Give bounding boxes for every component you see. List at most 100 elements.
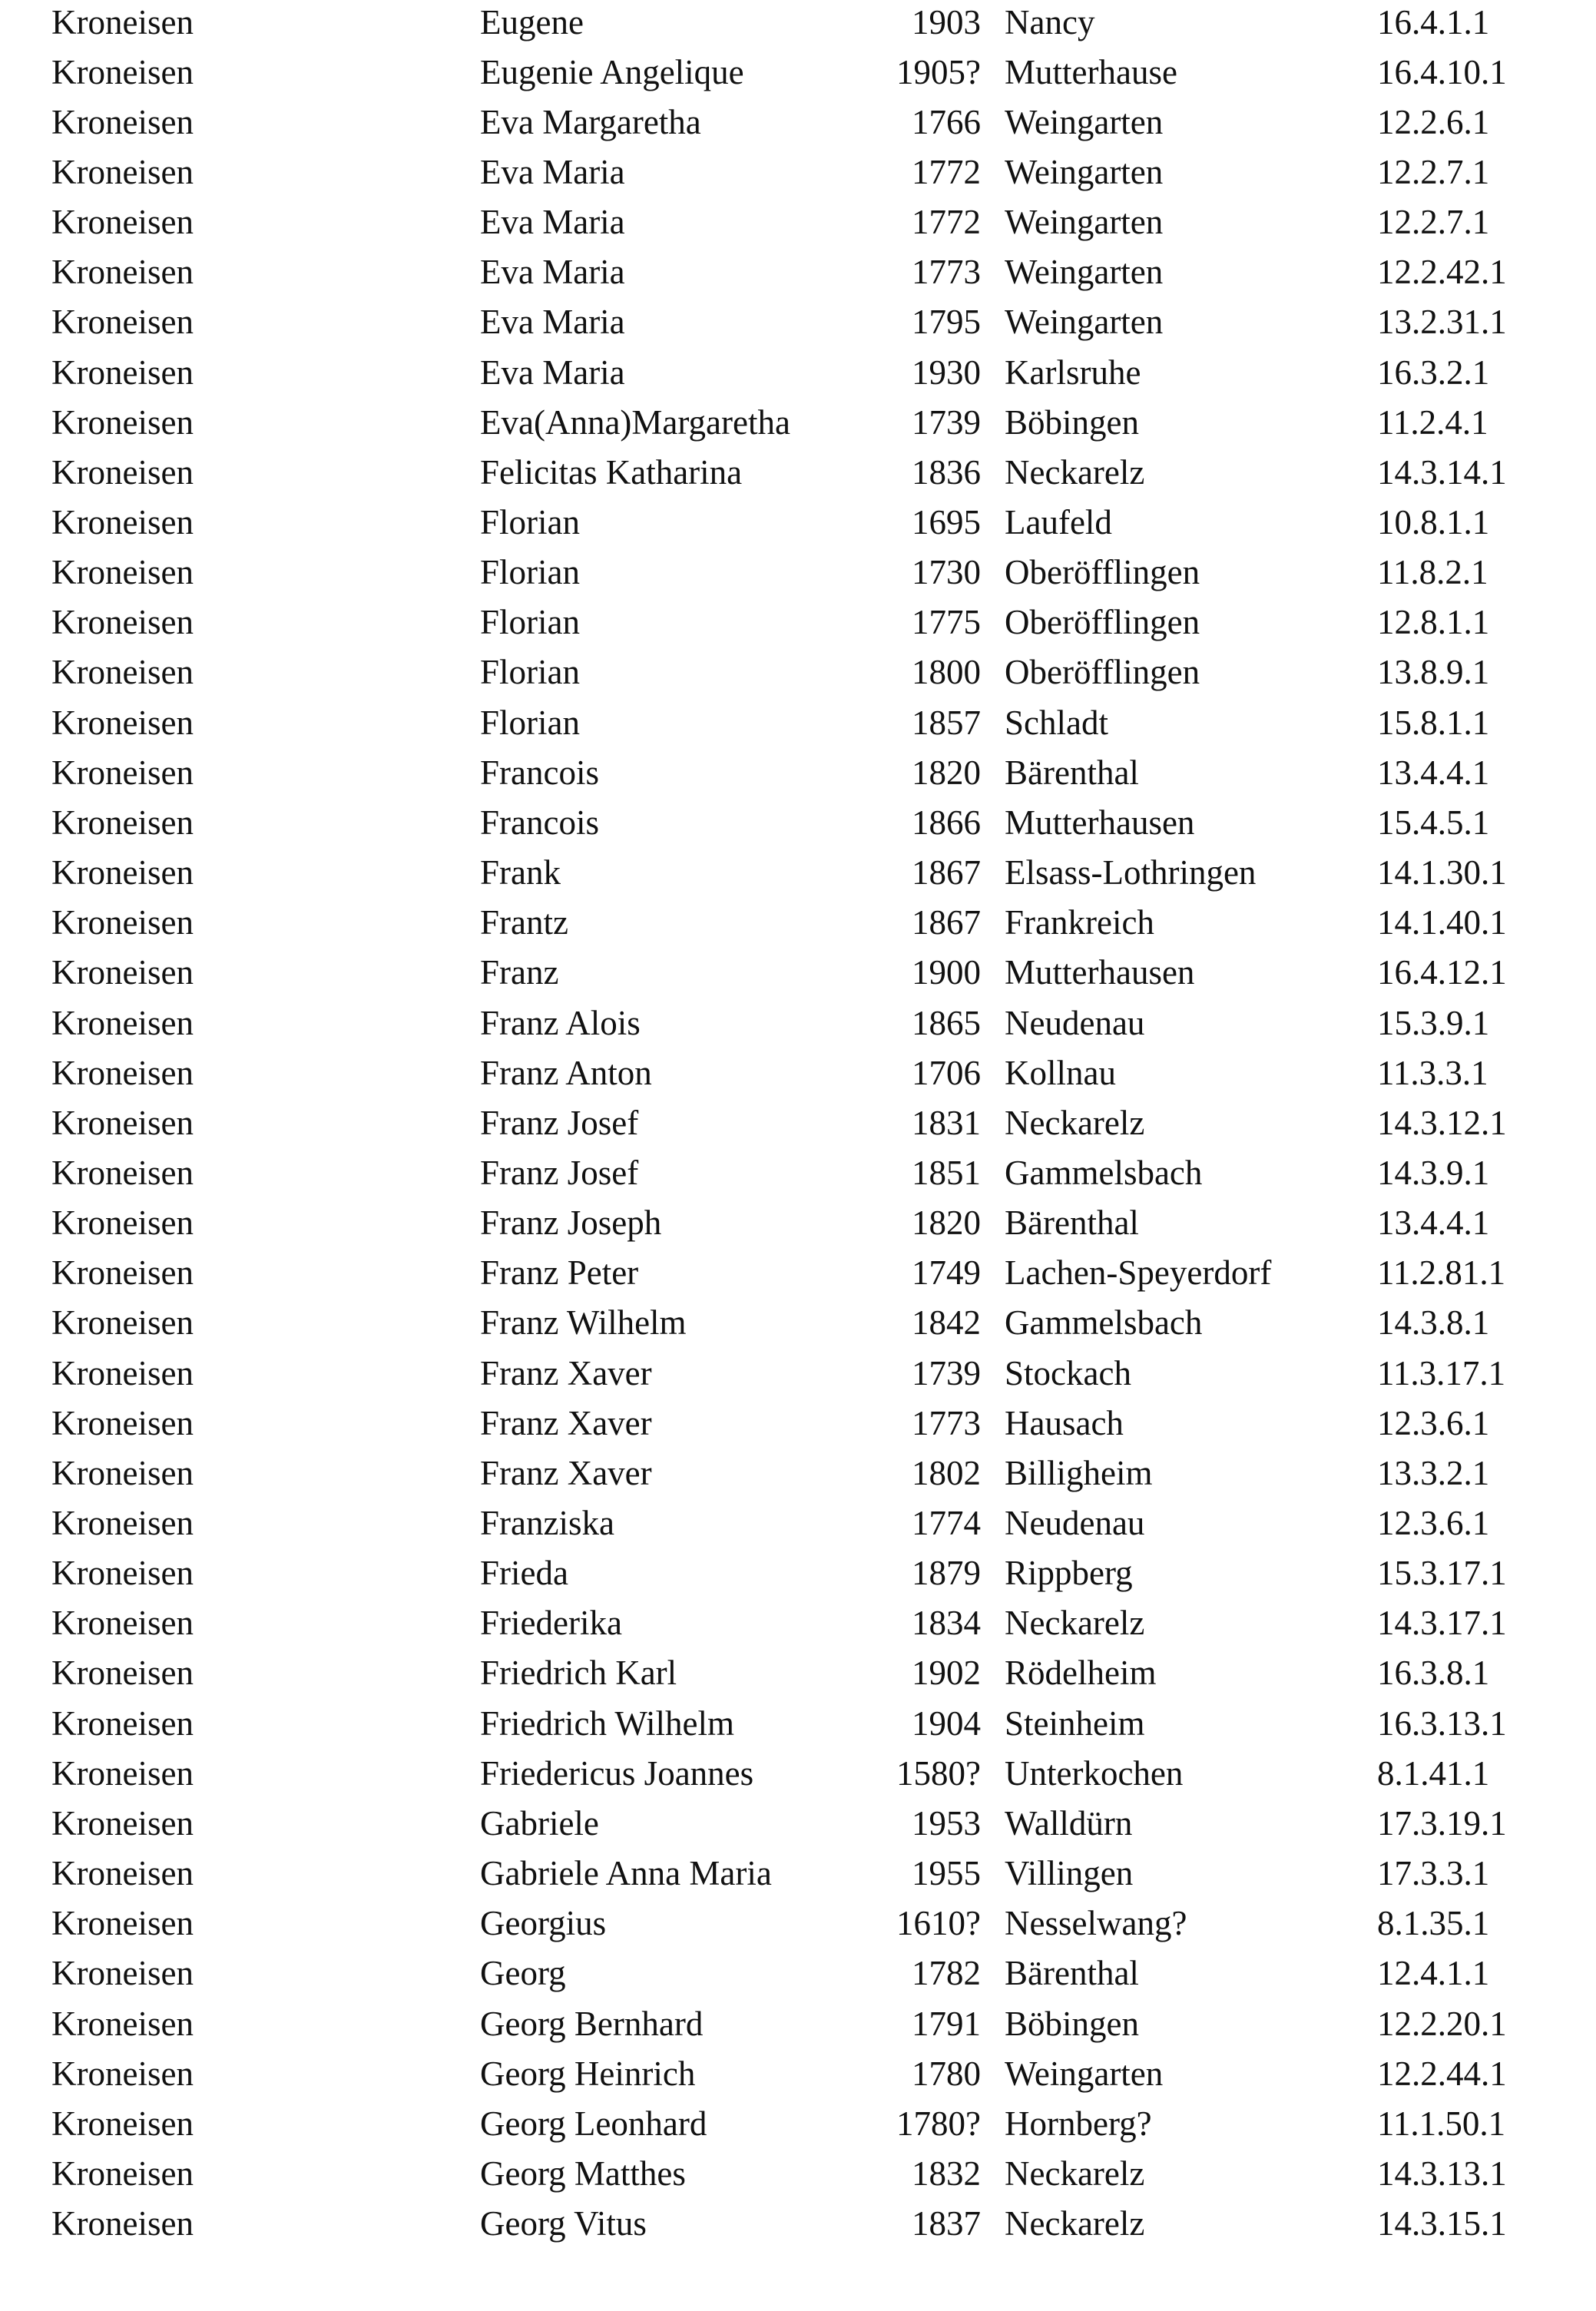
code-cell: 8.1.35.1	[1377, 1904, 1490, 1943]
given-name-cell: Florian	[480, 703, 580, 742]
code-cell: 16.3.8.1	[1377, 1654, 1490, 1693]
surname-cell: Kroneisen	[51, 1904, 194, 1943]
list-row: Kroneisen Florian 1775 Oberöfflingen 12.8.1.…	[0, 598, 1596, 647]
list-row: Kroneisen Eva Maria 1772 Weingarten 12.2.7.1	[0, 197, 1596, 247]
year-cell: 1773	[912, 253, 981, 292]
year-cell: 1953	[912, 1803, 981, 1843]
place-cell: Oberöfflingen	[1005, 603, 1200, 642]
list-row: Kroneisen Frantz 1867 Frankreich 14.1.40.1	[0, 898, 1596, 948]
list-row: Kroneisen Georg Matthes 1832 Neckarelz 14.3.…	[0, 2149, 1596, 2199]
given-name-cell: Florian	[480, 503, 580, 541]
year-cell: 1832	[912, 2154, 981, 2193]
code-cell: 16.4.1.1	[1377, 2, 1490, 41]
list-row: Kroneisen Eva Maria 1795 Weingarten 13.2.31.…	[0, 297, 1596, 347]
given-name-cell: Francois	[480, 803, 599, 842]
code-cell: 12.4.1.1	[1377, 1954, 1490, 1993]
surname-cell: Kroneisen	[51, 2104, 194, 2143]
list-row: Kroneisen Frank 1867 Elsass-Lothringen 14.1.…	[0, 848, 1596, 898]
place-cell: Mutterhause	[1005, 52, 1177, 91]
code-cell: 14.1.30.1	[1377, 853, 1507, 892]
code-cell: 11.3.17.1	[1377, 1353, 1506, 1392]
given-name-cell: Georg Vitus	[480, 2204, 647, 2243]
surname-cell: Kroneisen	[51, 152, 194, 191]
place-cell: Karlsruhe	[1005, 353, 1141, 392]
given-name-cell: Friedrich Karl	[480, 1654, 677, 1693]
year-cell: 1867	[912, 903, 981, 942]
given-name-cell: Franz Alois	[480, 1003, 641, 1042]
place-cell: Weingarten	[1005, 2054, 1164, 2093]
place-cell: Neckarelz	[1005, 1103, 1145, 1142]
surname-cell: Kroneisen	[51, 402, 194, 442]
list-row: Kroneisen Gabriele 1953 Walldürn 17.3.19.1	[0, 1799, 1596, 1849]
surname-cell: Kroneisen	[51, 2, 194, 41]
year-cell: 1772	[912, 203, 981, 242]
given-name-cell: Francois	[480, 753, 599, 792]
code-cell: 13.8.9.1	[1377, 653, 1490, 692]
code-cell: 16.3.13.1	[1377, 1703, 1507, 1743]
place-cell: Weingarten	[1005, 203, 1164, 242]
surname-cell: Kroneisen	[51, 1604, 194, 1643]
surname-cell: Kroneisen	[51, 203, 194, 242]
surname-cell: Kroneisen	[51, 1103, 194, 1142]
given-name-cell: Eva Maria	[480, 253, 625, 292]
code-cell: 14.3.8.1	[1377, 1303, 1490, 1343]
given-name-cell: Franz Joseph	[480, 1204, 662, 1243]
code-cell: 11.1.50.1	[1377, 2104, 1506, 2143]
list-row: Kroneisen Friedrich Karl 1902 Rödelheim 16.3…	[0, 1648, 1596, 1698]
code-cell: 12.2.7.1	[1377, 203, 1490, 242]
code-cell: 15.4.5.1	[1377, 803, 1490, 842]
place-cell: Steinheim	[1005, 1703, 1145, 1743]
place-cell: Neudenau	[1005, 1003, 1145, 1042]
place-cell: Lachen-Speyerdorf	[1005, 1253, 1272, 1293]
year-cell: 1780	[912, 2054, 981, 2093]
year-cell: 1800	[912, 653, 981, 692]
list-row: Kroneisen Eva(Anna)Margaretha 1739 Böbingen…	[0, 398, 1596, 448]
list-row: Kroneisen Friedericus Joannes 1580? Unterko…	[0, 1749, 1596, 1799]
year-cell: 1739	[912, 402, 981, 442]
list-row: Kroneisen Georg Vitus 1837 Neckarelz 14.3.15…	[0, 2199, 1596, 2249]
given-name-cell: Franz Anton	[480, 1053, 652, 1092]
surname-cell: Kroneisen	[51, 1954, 194, 1993]
place-cell: Elsass-Lothringen	[1005, 853, 1257, 892]
code-cell: 13.4.4.1	[1377, 753, 1490, 792]
list-row: Kroneisen Eugenie Angelique 1905? Mutterhau…	[0, 48, 1596, 98]
given-name-cell: Eva Maria	[480, 203, 625, 242]
list-row: Kroneisen Florian 1800 Oberöfflingen 13.8.9.…	[0, 647, 1596, 697]
list-row: Kroneisen Franz Wilhelm 1842 Gammelsbach 14.…	[0, 1298, 1596, 1348]
list-row: Kroneisen Florian 1695 Laufeld 10.8.1.1	[0, 498, 1596, 548]
surname-cell: Kroneisen	[51, 903, 194, 942]
year-cell: 1795	[912, 303, 981, 342]
year-cell: 1802	[912, 1453, 981, 1492]
surname-cell: Kroneisen	[51, 703, 194, 742]
code-cell: 13.4.4.1	[1377, 1204, 1490, 1243]
list-row: Kroneisen Friedrich Wilhelm 1904 Steinheim 1…	[0, 1699, 1596, 1749]
place-cell: Billigheim	[1005, 1453, 1153, 1492]
year-cell: 1866	[912, 803, 981, 842]
year-cell: 1834	[912, 1604, 981, 1643]
surname-cell: Kroneisen	[51, 52, 194, 91]
place-cell: Rödelheim	[1005, 1654, 1157, 1693]
surname-cell: Kroneisen	[51, 1453, 194, 1492]
given-name-cell: Georg Matthes	[480, 2154, 686, 2193]
year-cell: 1820	[912, 753, 981, 792]
code-cell: 14.3.17.1	[1377, 1604, 1507, 1643]
code-cell: 15.3.17.1	[1377, 1554, 1507, 1593]
surname-cell: Kroneisen	[51, 1303, 194, 1343]
year-cell: 1820	[912, 1204, 981, 1243]
given-name-cell: Georg Bernhard	[480, 2004, 704, 2043]
year-cell: 1867	[912, 853, 981, 892]
given-name-cell: Georg	[480, 1954, 566, 1993]
place-cell: Bärenthal	[1005, 1204, 1139, 1243]
year-cell: 1749	[912, 1253, 981, 1293]
surname-cell: Kroneisen	[51, 452, 194, 492]
place-cell: Kollnau	[1005, 1053, 1116, 1092]
surname-cell: Kroneisen	[51, 953, 194, 992]
code-cell: 14.3.14.1	[1377, 452, 1507, 492]
surname-cell: Kroneisen	[51, 1854, 194, 1893]
code-cell: 14.3.9.1	[1377, 1153, 1490, 1192]
place-cell: Weingarten	[1005, 152, 1164, 191]
code-cell: 15.3.9.1	[1377, 1003, 1490, 1042]
list-row: Kroneisen Georg Leonhard 1780? Hornberg? 11.…	[0, 2099, 1596, 2149]
surname-cell: Kroneisen	[51, 2004, 194, 2043]
place-cell: Neckarelz	[1005, 2204, 1145, 2243]
